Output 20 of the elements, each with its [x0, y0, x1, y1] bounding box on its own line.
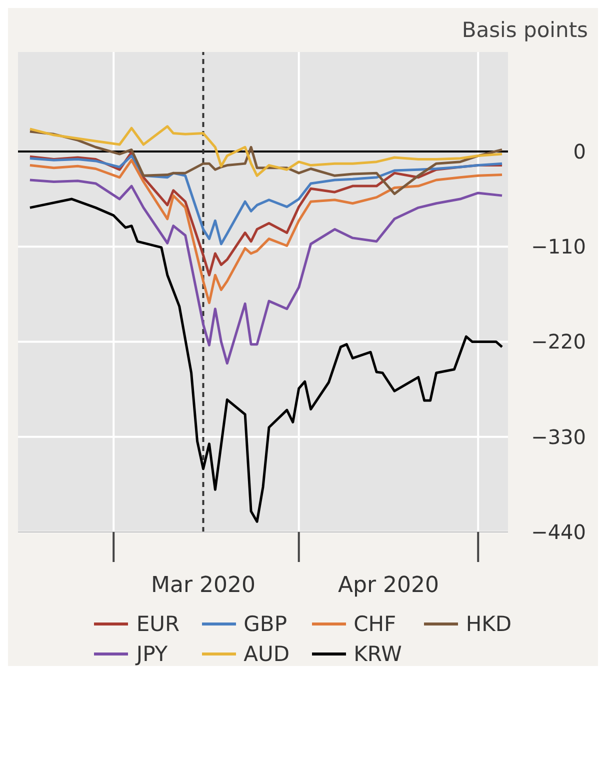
- legend-label: GBP: [244, 612, 287, 636]
- y-tick-label: −220: [531, 330, 586, 354]
- y-tick-label: −110: [531, 234, 586, 259]
- legend-label: JPY: [136, 642, 168, 666]
- y-tick-label: 0: [573, 139, 586, 164]
- y-axis-title: Basis points: [460, 17, 589, 44]
- line-series: [28, 198, 504, 523]
- legend-label: CHF: [354, 612, 396, 636]
- line-series: [28, 125, 504, 177]
- legend-label: AUD: [244, 642, 290, 666]
- line-series: [28, 154, 504, 246]
- y-tick-label: −330: [531, 424, 586, 449]
- line-series: [28, 178, 504, 365]
- legend-label: KRW: [354, 642, 402, 666]
- legend-label: EUR: [136, 612, 180, 636]
- x-tick-label: Mar 2020: [150, 573, 256, 598]
- line-series: [28, 158, 504, 304]
- x-tick-label: Apr 2020: [338, 573, 440, 598]
- y-tick-label: −440: [531, 520, 586, 544]
- legend-label: HKD: [466, 612, 512, 636]
